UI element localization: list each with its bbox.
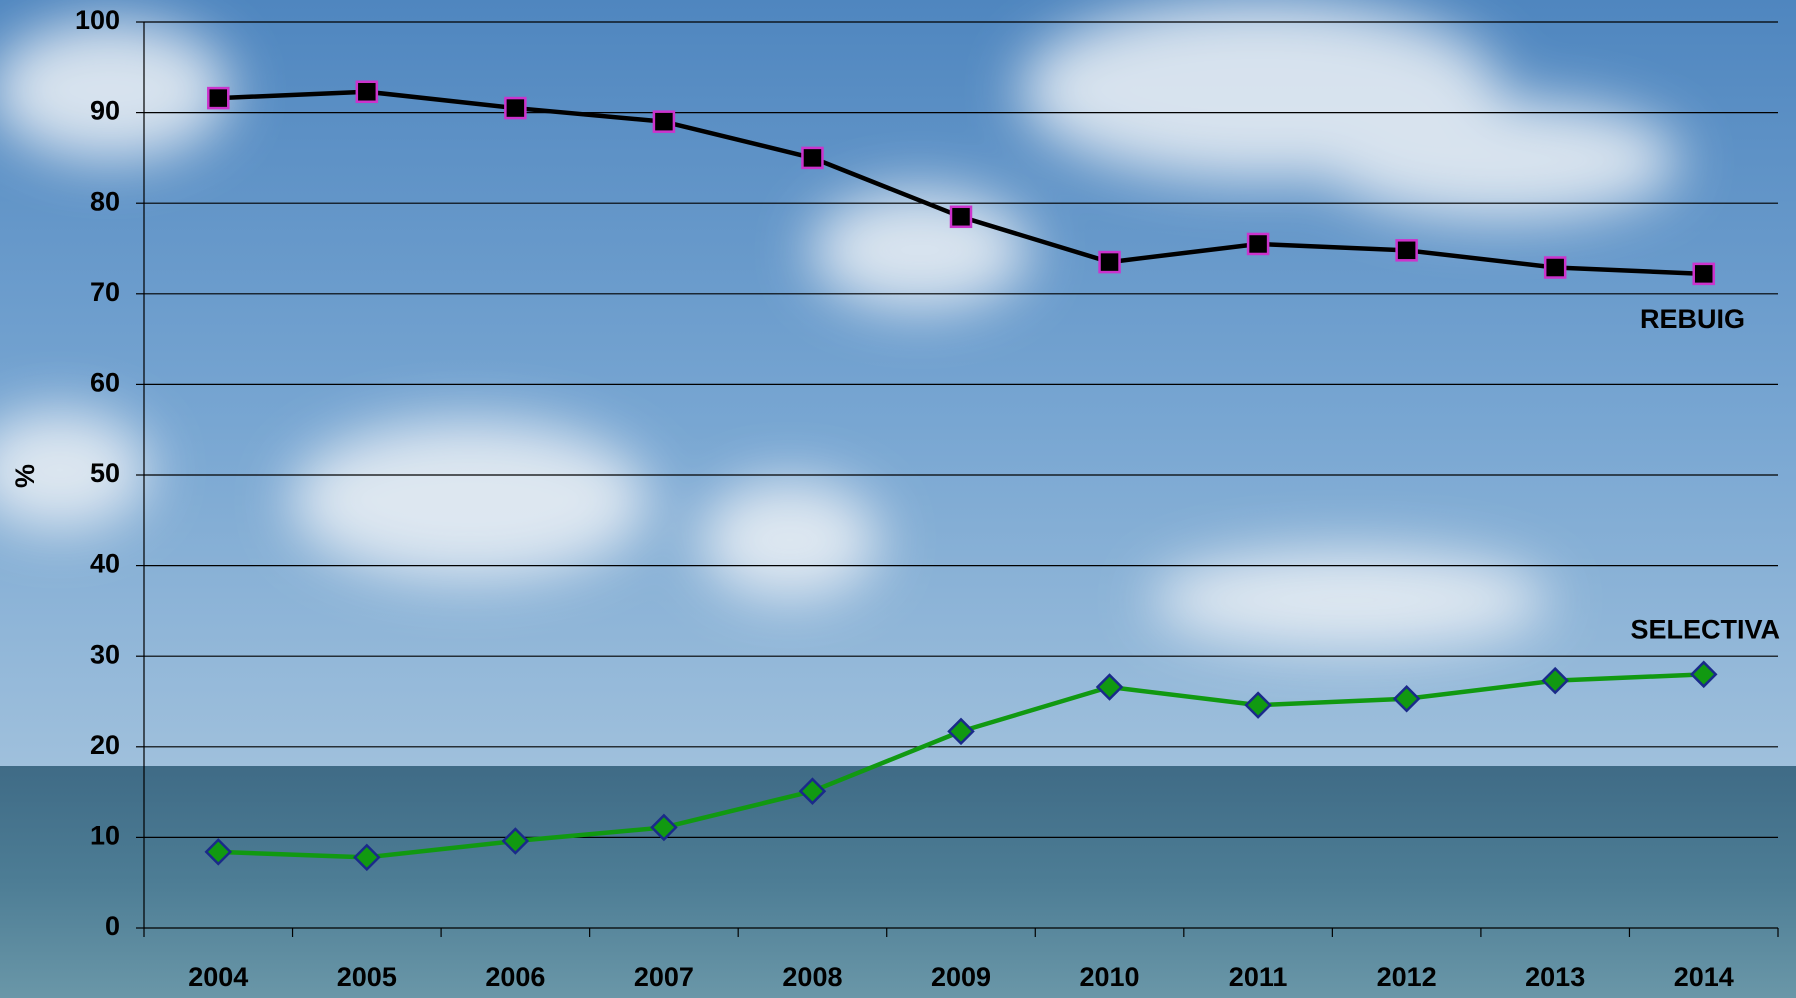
plot: 0 10 20 30 40 50 60 70 80 90 100 2004 2005 2006 2007 20… — [75, 5, 1780, 992]
marker — [1246, 232, 1270, 256]
y-tick-label: 60 — [90, 368, 120, 398]
marker — [801, 146, 824, 170]
marker — [1395, 239, 1418, 262]
marker — [1244, 691, 1272, 719]
marker — [353, 843, 381, 872]
marker — [1689, 660, 1718, 689]
y-tick-label: 50 — [90, 458, 120, 488]
marker — [652, 110, 676, 133]
x-tick-label: 2006 — [485, 962, 545, 992]
marker — [1392, 685, 1421, 713]
x-tick-label: 2005 — [337, 962, 397, 992]
marker — [1095, 673, 1124, 701]
marker — [798, 777, 827, 805]
x-tick-label: 2007 — [634, 962, 694, 992]
x-tick-label: 2012 — [1377, 962, 1437, 992]
y-axis-label: % — [10, 464, 40, 488]
marker — [1543, 256, 1567, 279]
marker — [1098, 250, 1121, 274]
y-tick-label: 90 — [90, 96, 120, 126]
y-tick-label: 100 — [75, 5, 120, 35]
x-tick-label: 2009 — [931, 962, 991, 992]
marker — [650, 813, 678, 842]
x-tick-label: 2013 — [1525, 962, 1585, 992]
series-label: SELECTIVA — [1630, 614, 1780, 644]
y-tick-label: 30 — [90, 639, 120, 669]
marker — [355, 80, 379, 104]
marker — [1692, 262, 1715, 286]
y-tick-label: 80 — [90, 186, 120, 216]
x-tick-label: 2010 — [1080, 962, 1140, 992]
marker — [204, 838, 233, 866]
y-tick-label: 20 — [90, 730, 120, 760]
x-tick-label: 2014 — [1674, 962, 1734, 992]
marker — [207, 86, 230, 110]
y-tick-label: 10 — [90, 821, 120, 851]
x-tick-label: 2011 — [1229, 962, 1288, 992]
x-tick-label: 2004 — [188, 962, 248, 992]
marker — [947, 717, 975, 746]
x-tick-label: 2008 — [782, 962, 842, 992]
marker — [501, 827, 530, 855]
marker — [1541, 666, 1569, 695]
y-tick-label: 40 — [90, 549, 120, 579]
marker — [949, 205, 973, 229]
y-tick-label: 70 — [90, 277, 120, 307]
marker — [504, 96, 527, 120]
y-tick-label: 0 — [105, 911, 120, 941]
series-label: REBUIG — [1640, 304, 1745, 334]
